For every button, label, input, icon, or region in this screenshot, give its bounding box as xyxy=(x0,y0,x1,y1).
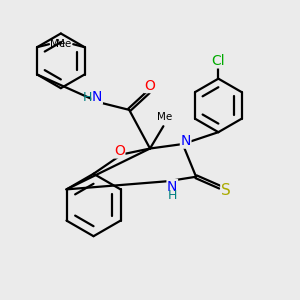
Text: S: S xyxy=(221,183,231,198)
Text: N: N xyxy=(92,90,102,104)
Text: O: O xyxy=(145,79,155,92)
Text: N: N xyxy=(181,134,191,148)
Text: Me: Me xyxy=(157,112,172,122)
Text: H: H xyxy=(82,91,92,103)
Text: N: N xyxy=(167,180,178,194)
Text: H: H xyxy=(168,189,177,202)
Text: Cl: Cl xyxy=(212,54,225,68)
Text: Me: Me xyxy=(56,39,72,49)
Text: O: O xyxy=(114,144,125,158)
Text: Me: Me xyxy=(50,39,65,49)
